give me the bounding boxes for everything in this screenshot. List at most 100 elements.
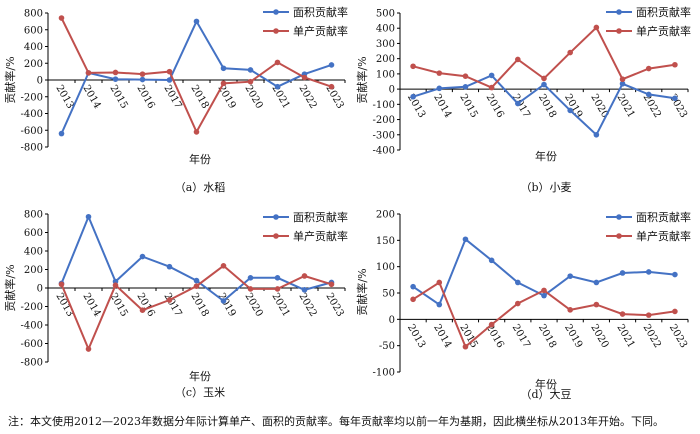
panel-caption: （b）小麦 (520, 181, 571, 194)
data-point (672, 95, 678, 102)
data-point (301, 74, 308, 81)
x-tick-label: 2021 (269, 291, 291, 319)
x-tick-label: 2016 (483, 92, 505, 120)
data-point (541, 81, 547, 88)
legend-label: 面积贡献率 (636, 210, 691, 224)
x-tick-label: 2015 (457, 92, 479, 120)
data-point (593, 301, 600, 308)
x-axis-title: 年份 (189, 152, 211, 166)
data-point (515, 300, 521, 307)
x-tick-label: 2023 (323, 83, 345, 111)
x-tick-label: 2020 (242, 83, 264, 111)
data-point (301, 287, 308, 293)
data-point (593, 279, 600, 286)
x-tick-label: 2019 (215, 291, 237, 319)
data-point (85, 70, 92, 76)
legend-marker (273, 233, 279, 239)
data-point (220, 65, 227, 72)
data-point (436, 85, 443, 92)
data-point (166, 77, 173, 83)
data-point (672, 308, 678, 315)
data-point (328, 83, 335, 90)
x-tick-label: 2022 (641, 323, 663, 351)
y-tick-label: 0 (389, 315, 395, 326)
data-point (619, 270, 626, 276)
data-point (247, 67, 254, 73)
y-tick-label: 800 (24, 9, 43, 20)
y-tick-label: 400 (24, 42, 43, 53)
data-point (274, 59, 281, 66)
y-tick-label: 0 (389, 85, 395, 96)
data-point (567, 107, 573, 114)
legend-marker (273, 9, 279, 15)
data-point (139, 71, 146, 77)
y-tick-label: 600 (24, 25, 43, 36)
panel-caption: （d）大豆 (520, 387, 571, 401)
y-tick-label: -400 (21, 109, 43, 120)
data-point (247, 275, 254, 281)
data-point (220, 298, 227, 304)
y-tick-label: 200 (376, 210, 395, 221)
footnote: 注：本文使用2012—2023年数据分年际计算单产、面积的贡献率。每年贡献率均以… (8, 415, 664, 428)
x-tick-label: 2013 (405, 323, 427, 351)
x-axis-title: 年份 (535, 377, 557, 391)
y-tick-label: 200 (24, 265, 43, 276)
y-tick-label: 400 (24, 247, 43, 258)
data-point (58, 15, 65, 21)
y-tick-label: 200 (24, 59, 43, 70)
x-axis-title: 年份 (189, 369, 211, 383)
x-tick-label: 2013 (53, 291, 75, 319)
data-point (436, 279, 443, 286)
x-tick-label: 2018 (188, 83, 210, 111)
data-point (436, 301, 443, 308)
x-tick-label: 2018 (188, 291, 210, 319)
data-point (85, 346, 92, 352)
x-tick-label: 2023 (667, 92, 689, 120)
series-line-area (60, 19, 332, 135)
y-tick-label: 0 (37, 284, 43, 295)
legend-label: 单产贡献率 (293, 24, 348, 38)
data-point (672, 271, 678, 278)
data-point (645, 312, 652, 318)
y-tick-label: -100 (373, 368, 395, 379)
y-tick-label: 150 (376, 236, 395, 247)
y-tick-label: -300 (373, 130, 395, 141)
data-point (166, 263, 173, 270)
data-point (672, 61, 678, 68)
data-point (193, 18, 200, 25)
legend-marker (616, 233, 622, 239)
data-point (410, 93, 416, 100)
x-tick-label: 2015 (107, 83, 129, 111)
data-point (166, 297, 173, 303)
data-point (593, 24, 600, 31)
x-tick-label: 2020 (242, 291, 264, 319)
data-point (410, 283, 416, 290)
data-point (619, 311, 626, 317)
data-point (85, 213, 92, 220)
y-tick-label: 50 (382, 289, 395, 300)
y-tick-label: -200 (21, 92, 43, 103)
y-tick-label: 0 (37, 76, 43, 87)
y-tick-label: 600 (24, 228, 43, 239)
y-tick-label: -600 (21, 126, 43, 137)
series-line-yield (60, 17, 332, 135)
legend-label: 面积贡献率 (293, 5, 348, 19)
legend-label: 单产贡献率 (293, 229, 348, 243)
data-point (567, 49, 573, 56)
x-tick-label: 2018 (536, 323, 558, 351)
data-point (488, 72, 495, 79)
legend-marker (273, 28, 279, 34)
data-point (462, 73, 469, 79)
data-point (274, 286, 281, 292)
panel-caption: （a）水稻 (175, 181, 226, 194)
data-point (462, 84, 469, 90)
data-point (488, 84, 495, 91)
legend-label: 面积贡献率 (293, 210, 348, 224)
data-point (593, 131, 600, 138)
y-tick-label: 200 (376, 54, 395, 65)
data-point (193, 129, 200, 135)
y-tick-label: 500 (376, 9, 395, 20)
